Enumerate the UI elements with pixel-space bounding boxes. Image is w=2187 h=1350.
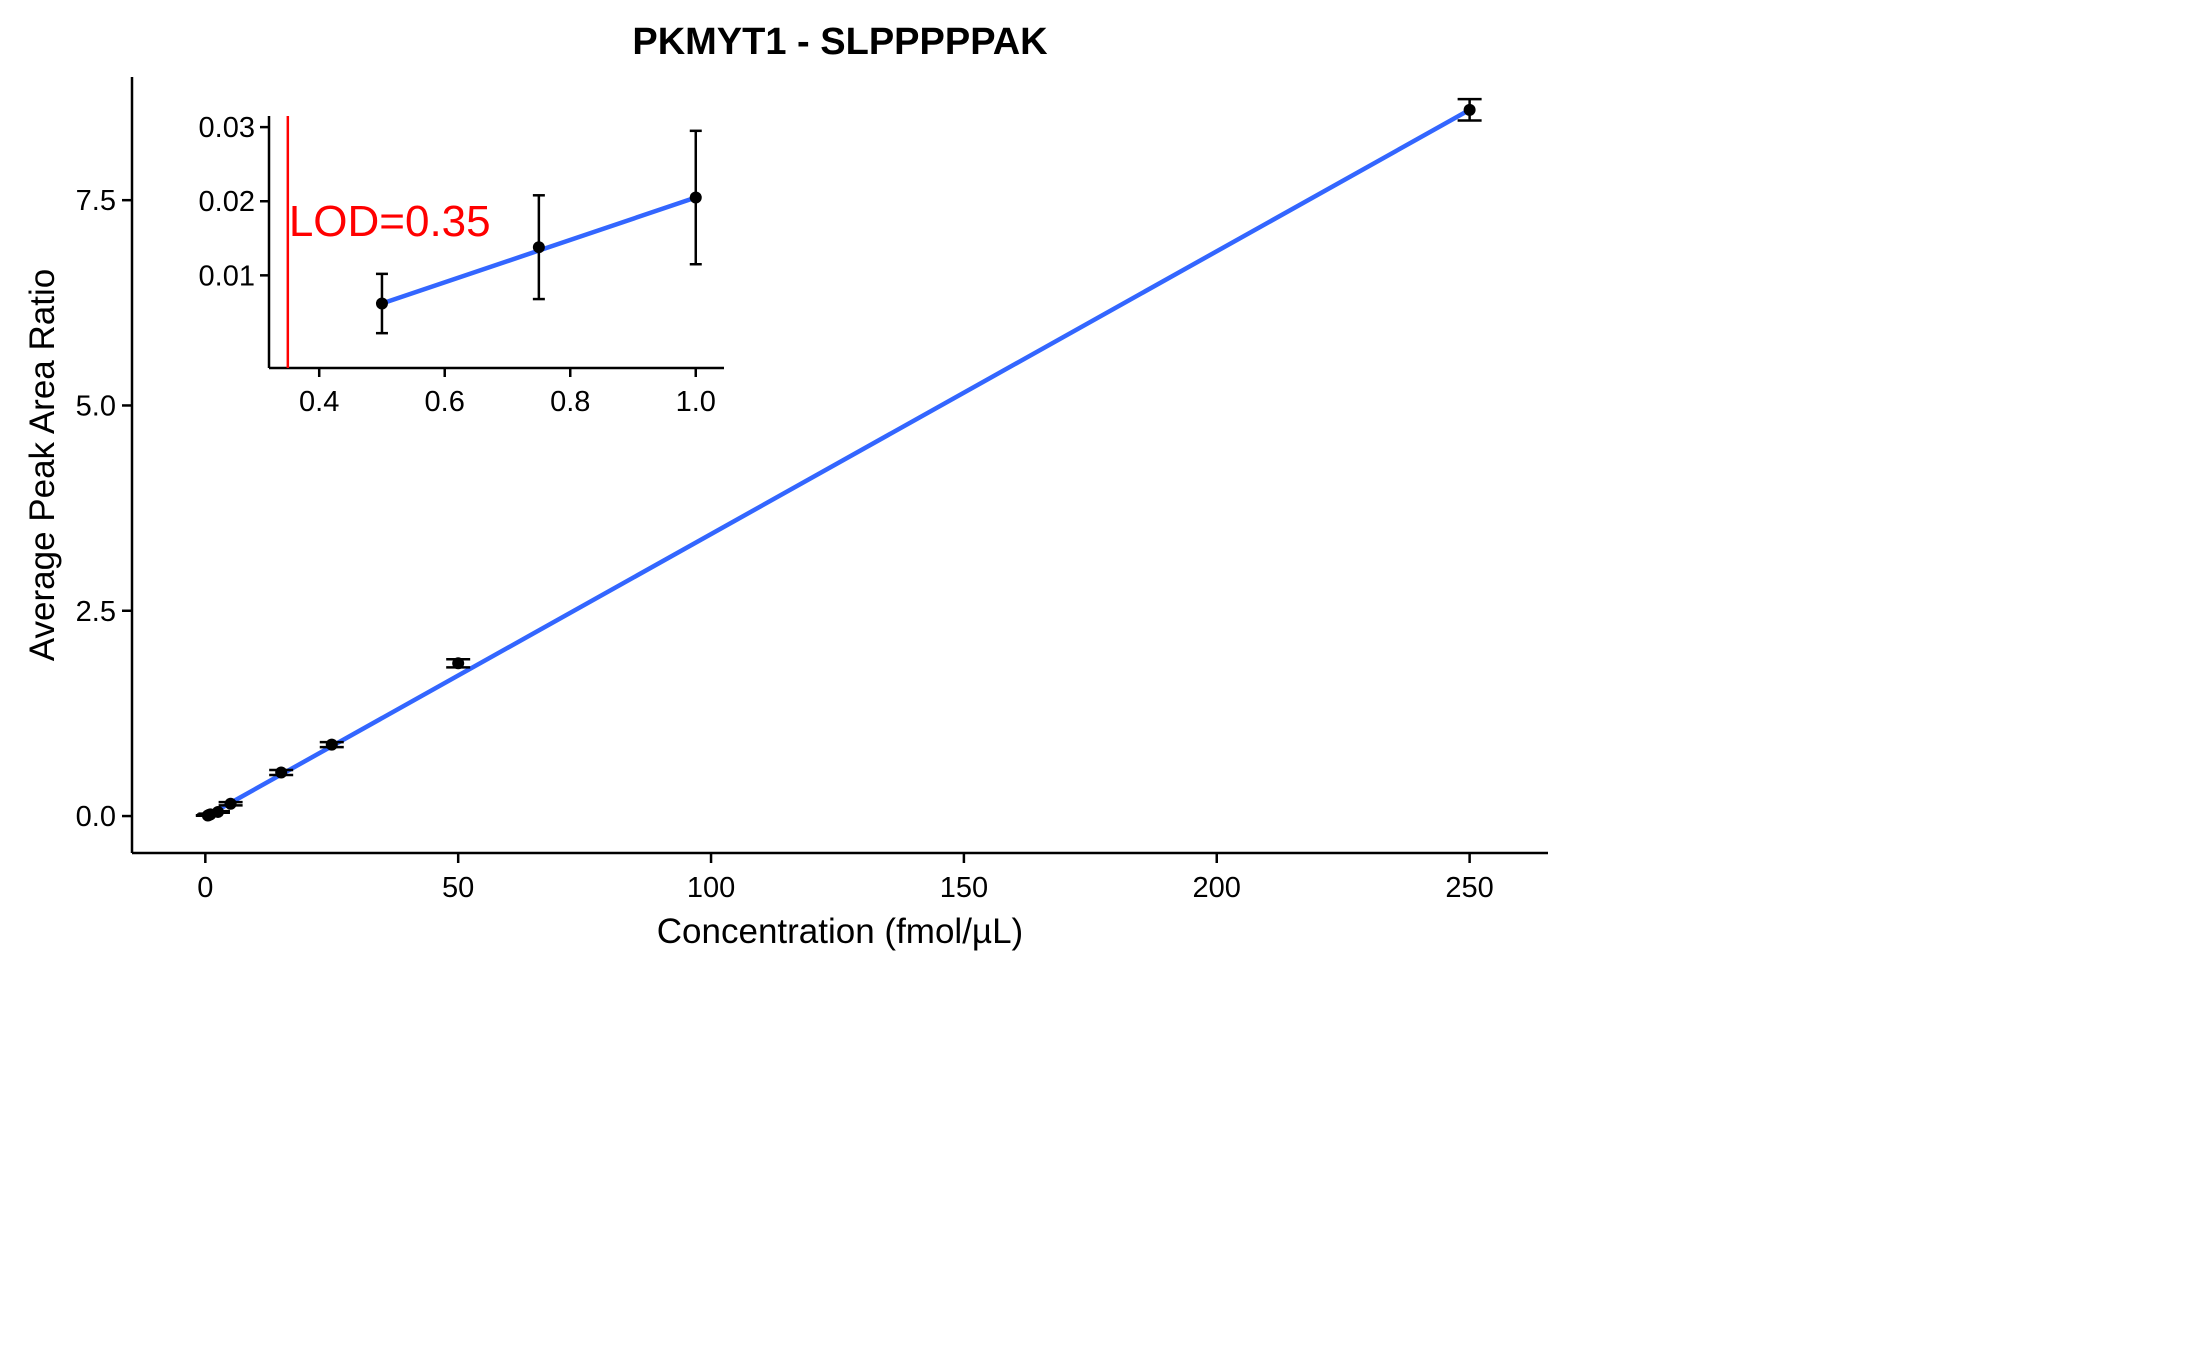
y-axis-title: Average Peak Area Ratio bbox=[23, 269, 62, 661]
main-data-point bbox=[224, 797, 237, 810]
inset-y-ticks: 0.01 0.02 0.03 bbox=[199, 112, 269, 292]
main-plot: 0 50 100 150 200 250 0.0 2.5 5.0 7.5 bbox=[76, 77, 1548, 904]
main-x-tick-label: 0 bbox=[197, 872, 213, 904]
main-fit-line-group bbox=[205, 107, 1472, 818]
main-x-tick-label: 200 bbox=[1193, 872, 1241, 904]
lod-label: LOD=0.35 bbox=[289, 197, 491, 246]
inset-x-tick-label: 0.8 bbox=[550, 386, 590, 418]
main-y-ticks: 0.0 2.5 5.0 7.5 bbox=[76, 185, 132, 833]
inset-x-ticks: 0.4 0.6 0.8 1.0 bbox=[299, 368, 716, 418]
main-y-tick-label: 7.5 bbox=[76, 185, 116, 217]
main-data-point bbox=[275, 766, 288, 779]
inset-x-tick-label: 1.0 bbox=[676, 386, 716, 418]
main-y-tick-label: 2.5 bbox=[76, 596, 116, 628]
inset-data-point bbox=[689, 191, 702, 204]
x-axis-title: Concentration (fmol/µL) bbox=[657, 912, 1023, 951]
inset-data-point bbox=[375, 297, 388, 310]
inset-data-point bbox=[532, 241, 545, 254]
inset-x-tick-label: 0.6 bbox=[425, 386, 465, 418]
main-data-point bbox=[211, 805, 224, 818]
main-x-tick-label: 50 bbox=[442, 872, 474, 904]
main-x-tick-label: 100 bbox=[687, 872, 735, 904]
inset-plot: 0.4 0.6 0.8 1.0 0.01 0.02 0.03 LOD=0.35 bbox=[199, 112, 724, 418]
inset-data-points bbox=[375, 191, 702, 310]
inset-y-tick-label: 0.02 bbox=[199, 186, 255, 218]
main-data-point bbox=[452, 657, 465, 670]
inset-y-tick-label: 0.03 bbox=[199, 112, 255, 144]
main-data-point bbox=[325, 738, 338, 751]
main-data-point bbox=[1463, 103, 1476, 116]
main-x-tick-label: 150 bbox=[940, 872, 988, 904]
main-y-tick-label: 0.0 bbox=[76, 801, 116, 833]
inset-y-tick-label: 0.01 bbox=[199, 260, 255, 292]
chart-title: PKMYT1 - SLPPPPPAK bbox=[632, 21, 1048, 63]
calibration-chart: PKMYT1 - SLPPPPPAK Concentration (fmol/µ… bbox=[23, 21, 1548, 951]
main-fit-line bbox=[205, 107, 1472, 818]
main-data-points bbox=[201, 103, 1476, 822]
inset-x-tick-label: 0.4 bbox=[299, 386, 339, 418]
main-x-tick-label: 250 bbox=[1445, 872, 1493, 904]
main-y-tick-label: 5.0 bbox=[76, 390, 116, 422]
main-x-ticks: 0 50 100 150 200 250 bbox=[197, 853, 1494, 904]
